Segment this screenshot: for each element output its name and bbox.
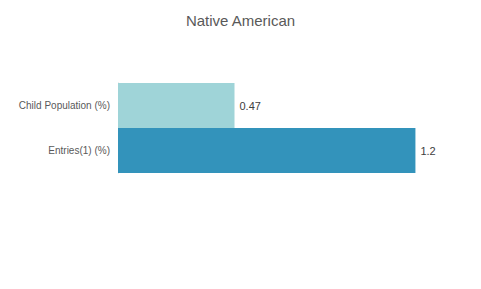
svg-text:Native American: Native American [186,12,295,29]
svg-text:Child Population (%): Child Population (%) [19,100,110,111]
svg-text:1.2: 1.2 [420,145,435,157]
svg-text:0.47: 0.47 [239,100,260,112]
svg-text:Entries(1) (%): Entries(1) (%) [48,145,110,156]
